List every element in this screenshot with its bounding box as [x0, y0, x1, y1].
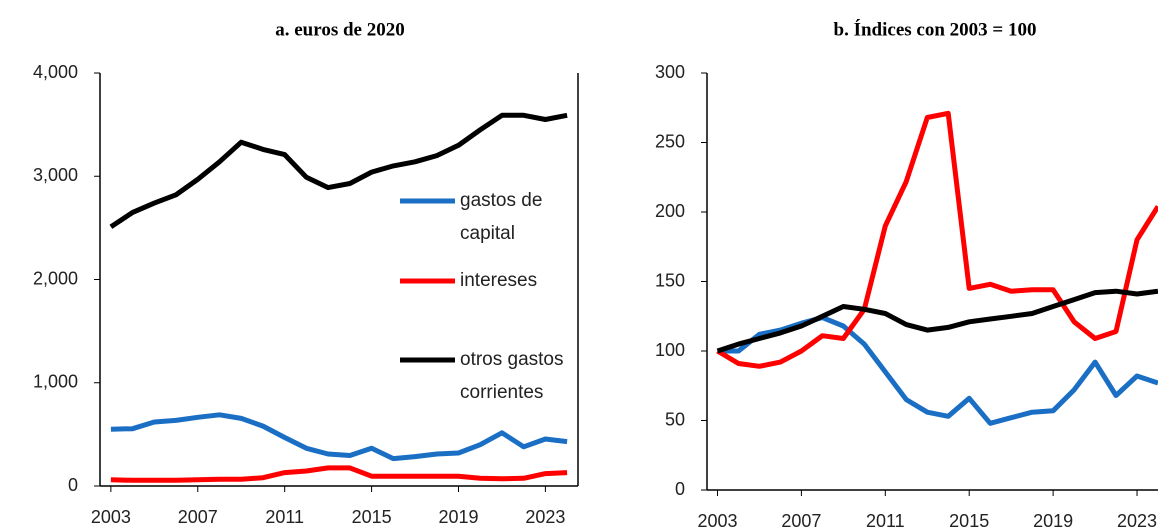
series-line: [110, 465, 568, 483]
x-tick-label: 2007: [781, 511, 821, 531]
series-line: [716, 110, 1158, 369]
y-tick-label: 3,000: [33, 165, 78, 185]
series-line: [716, 288, 1158, 354]
x-tick-label: 2019: [1033, 511, 1073, 531]
chart-title: a. euros de 2020: [275, 19, 404, 40]
y-tick-label: 0: [68, 475, 78, 495]
x-tick-label: 2015: [949, 511, 989, 531]
series-line: [717, 315, 1158, 426]
x-tick-label: 2023: [1117, 511, 1157, 531]
y-tick-label: 1,000: [33, 372, 78, 392]
x-tick-label: 2007: [178, 507, 218, 527]
x-tick-label: 2003: [91, 507, 131, 527]
legend-label: intereses: [460, 270, 537, 291]
y-tick-label: 250: [655, 131, 685, 151]
legend-label: gastos de capital: [460, 190, 542, 244]
y-tick-label: 50: [665, 409, 685, 429]
x-tick-label: 2015: [352, 507, 392, 527]
x-tick-label: 2011: [866, 511, 905, 531]
x-tick-label: 2011: [265, 507, 304, 527]
y-tick-label: 200: [655, 201, 685, 221]
chart-panel: b. Índices con 2003 = 100 0 50 100 150 200 250…: [655, 18, 1158, 531]
x-tick-label: 2023: [525, 507, 565, 527]
chart-panel: a. euros de 2020 0 1,000 2,000 3,000 4,000 200…: [33, 19, 579, 527]
x-tick-label: 2003: [697, 511, 737, 531]
series-line: [110, 412, 568, 462]
series-line: [109, 112, 568, 229]
y-tick-label: 100: [655, 340, 685, 360]
y-tick-label: 2,000: [33, 268, 78, 288]
y-tick-label: 300: [655, 62, 685, 82]
legend-label: otros gastos corrientes: [460, 349, 564, 403]
y-tick-label: 4,000: [33, 62, 78, 82]
x-tick-label: 2019: [438, 507, 478, 527]
y-tick-label: 0: [675, 479, 685, 499]
y-tick-label: 150: [655, 270, 685, 290]
chart-title: b. Índices con 2003 = 100: [834, 18, 1037, 40]
